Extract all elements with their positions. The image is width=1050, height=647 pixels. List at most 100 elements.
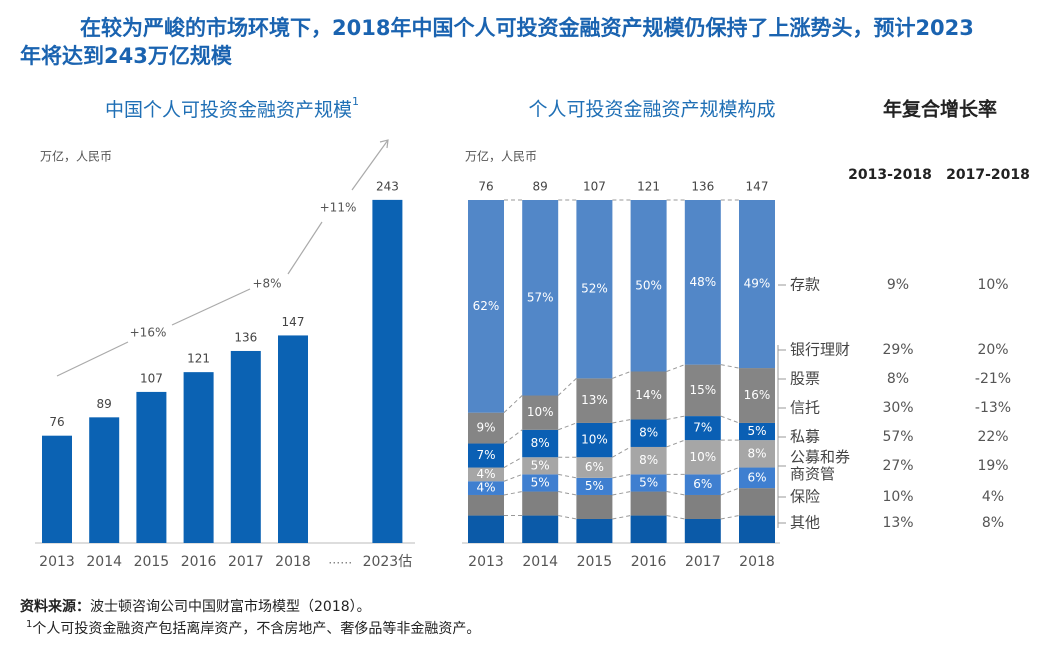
connector xyxy=(612,446,631,458)
row-label: 信托 xyxy=(790,398,821,417)
x-tick-label: 2016 xyxy=(181,554,217,570)
connector xyxy=(612,473,631,479)
bar-segment xyxy=(630,200,667,372)
connector xyxy=(666,515,685,520)
connector xyxy=(558,515,577,520)
value-label: 76 xyxy=(49,415,64,429)
value-label: 6% xyxy=(585,460,604,474)
title-note: 1 xyxy=(352,95,359,108)
value-label: 8% xyxy=(639,453,658,467)
table-cell: 10% xyxy=(977,277,1008,293)
bar-segment xyxy=(684,474,721,495)
bar-segment xyxy=(468,481,504,495)
bar xyxy=(183,372,214,543)
value-label: 14% xyxy=(635,388,662,402)
arrow-head xyxy=(379,139,389,149)
bar-segment xyxy=(684,494,721,519)
connector xyxy=(720,467,740,475)
bar-segment xyxy=(468,200,504,413)
value-label: 9% xyxy=(476,421,495,435)
connector xyxy=(720,487,740,496)
bar-segment xyxy=(630,419,667,447)
bar-segment xyxy=(630,491,667,516)
table-cell: 9% xyxy=(887,277,909,293)
bar-segment xyxy=(468,494,504,516)
table-cell: 29% xyxy=(882,342,913,358)
row-label: 保险 xyxy=(790,487,821,506)
total-label: 76 xyxy=(478,180,493,194)
row-label: 公募和券商资管 xyxy=(790,448,851,483)
bar-segment xyxy=(576,494,613,519)
value-label: 136 xyxy=(234,330,257,344)
x-tick-label: 2013 xyxy=(39,554,75,570)
value-label: 8% xyxy=(531,436,550,450)
value-label: 52% xyxy=(581,282,608,296)
x-tick-label: 2018 xyxy=(275,554,311,570)
source-text: 波士顿咨询公司中国财富市场模型（2018）。 xyxy=(90,598,371,615)
value-label: 49% xyxy=(744,277,771,291)
bar xyxy=(89,417,120,543)
value-label: 5% xyxy=(639,475,658,489)
connector xyxy=(720,364,740,369)
x-tick-label: 2014 xyxy=(86,554,122,570)
bar-segment xyxy=(522,491,559,516)
bar-segment xyxy=(576,422,613,458)
value-label: 5% xyxy=(531,458,550,472)
table-cell: 27% xyxy=(882,458,913,474)
value-label: 62% xyxy=(473,299,500,313)
bar-segment xyxy=(522,457,559,475)
value-label: 10% xyxy=(527,405,554,419)
total-label: 89 xyxy=(533,180,548,194)
title-text: 中国个人可投资金融资产规模 xyxy=(105,99,352,121)
bar-segment xyxy=(522,429,559,458)
value-label: 7% xyxy=(693,421,712,435)
value-label: 10% xyxy=(581,433,608,447)
source: 资料来源：波士顿咨询公司中国财富市场模型（2018）。 xyxy=(20,598,371,615)
value-label: 147 xyxy=(282,315,305,329)
trend-arrow xyxy=(56,341,129,377)
bar-segment xyxy=(576,378,613,423)
row-label: 私募 xyxy=(790,427,821,446)
x-tick-label: 2014 xyxy=(522,554,558,570)
connector xyxy=(612,515,631,520)
table-cell: 8% xyxy=(982,515,1004,531)
value-label: 50% xyxy=(635,278,662,292)
connector xyxy=(612,419,631,424)
table-cell: 30% xyxy=(882,400,913,416)
value-label: 121 xyxy=(187,352,210,366)
footnote: 1个人可投资金融资产包括离岸资产，不含房地产、奢侈品等非金融资产。 xyxy=(26,619,480,637)
connector xyxy=(503,429,523,444)
value-label: 7% xyxy=(476,448,495,462)
table-cell: 8% xyxy=(887,371,909,387)
gap-label: …… xyxy=(328,553,352,567)
bar-segment xyxy=(630,371,667,420)
bar-segment xyxy=(684,518,721,543)
source-label: 资料来源： xyxy=(20,598,90,615)
row-label: 存款 xyxy=(790,275,821,294)
bar xyxy=(230,350,261,543)
bar-segment xyxy=(739,515,775,543)
unit-label: 万亿，人民币 xyxy=(40,149,112,164)
value-label: 243 xyxy=(376,179,399,193)
value-label: 48% xyxy=(689,275,716,289)
connector xyxy=(666,415,685,421)
total-label: 107 xyxy=(583,180,606,194)
x-tick-label: 2015 xyxy=(134,554,170,570)
value-label: 4% xyxy=(476,467,495,481)
row-label: 其他 xyxy=(790,513,821,532)
footnote-marker: 1 xyxy=(26,619,32,630)
table-cell: 13% xyxy=(882,515,913,531)
table-cell: 57% xyxy=(882,429,913,445)
value-label: 5% xyxy=(531,475,550,489)
bar-segment xyxy=(739,422,775,441)
bar-segment xyxy=(684,416,721,441)
connector xyxy=(558,422,577,431)
bar-segment xyxy=(468,515,504,543)
value-label: 16% xyxy=(744,388,771,402)
table-cell: 19% xyxy=(977,458,1008,474)
value-label: 5% xyxy=(747,424,766,438)
connector xyxy=(612,371,631,379)
x-tick-label: 2018 xyxy=(739,554,775,570)
